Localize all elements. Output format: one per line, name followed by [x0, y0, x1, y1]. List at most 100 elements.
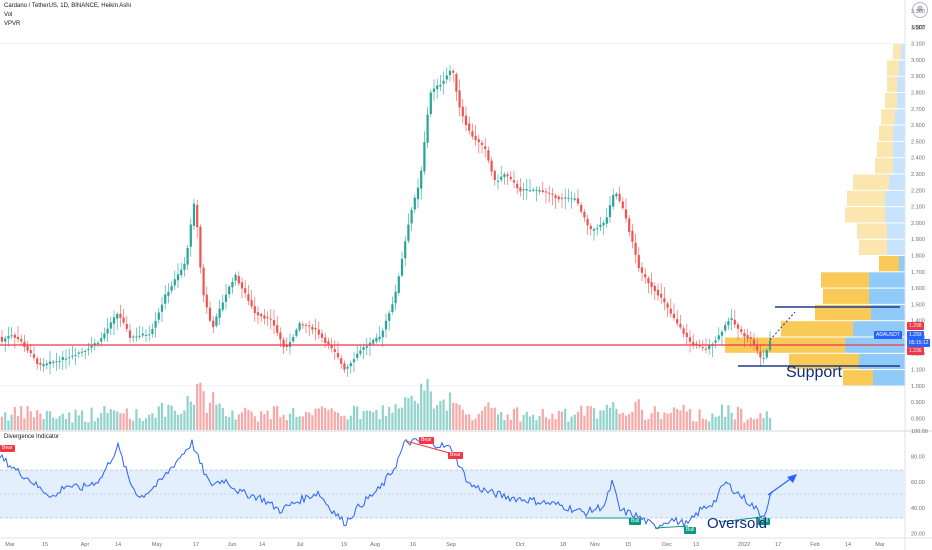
candle-body	[116, 313, 119, 319]
candle-body	[42, 364, 45, 367]
oscillator-title: Divergence Indicator	[4, 434, 60, 440]
candle-body	[692, 341, 695, 345]
price-tick-label: 1.100	[911, 368, 925, 374]
candle-body	[618, 193, 621, 201]
vpvr-bar-sell	[885, 190, 905, 207]
candle-body	[535, 189, 538, 191]
support-annotation[interactable]: Support	[786, 364, 843, 381]
price-tick-label: 2.500	[911, 139, 925, 145]
volume-bar	[247, 409, 250, 430]
volume-bar	[551, 413, 554, 430]
volume-bar	[698, 409, 701, 430]
candle-body	[493, 171, 496, 180]
volume-bar	[404, 397, 407, 430]
volume-bar	[196, 383, 199, 430]
volume-bar	[528, 416, 532, 430]
price-tick-label: 1.400	[911, 319, 925, 325]
volume-bar	[183, 410, 186, 430]
time-tick-label: Sep	[446, 542, 456, 548]
vpvr-bar-buy	[875, 158, 893, 174]
volume-bar	[295, 416, 298, 430]
volume-bar	[749, 417, 752, 430]
volume-bar	[410, 395, 413, 430]
candle-body	[4, 338, 7, 342]
vpvr-bar-sell	[897, 93, 905, 109]
settings-icon[interactable]: ⚙	[912, 2, 928, 18]
volume-bar	[224, 416, 228, 430]
candle-body	[362, 347, 365, 350]
volume-bar	[743, 422, 746, 430]
volume-bar	[557, 410, 560, 430]
candle-body	[196, 204, 199, 228]
candle-body	[100, 338, 103, 342]
time-axis[interactable]: Mar 15 Apr 14 May 17 Jun 14 Jul 19 Aug 16 Sep Oct 18 No…	[5, 542, 885, 548]
oversold-annotation[interactable]: Oversold	[707, 515, 768, 532]
candle-body	[20, 338, 23, 342]
vpvr-bar-buy	[887, 60, 899, 76]
volume-bar	[420, 383, 423, 430]
volume-bar	[16, 415, 20, 430]
volume-bar	[362, 411, 365, 430]
candle-body	[708, 344, 711, 350]
volume-bar	[439, 400, 442, 430]
volume-bar	[589, 406, 592, 430]
volume-bar	[42, 419, 45, 430]
volume-bar	[759, 413, 762, 430]
volume-bar	[736, 406, 740, 430]
candle-body	[378, 336, 381, 340]
volume-bar	[346, 419, 349, 430]
vpvr-bar-buy	[893, 44, 901, 60]
price-badge-current: 1.293	[907, 331, 924, 339]
volume-bar	[192, 404, 196, 430]
volume-bar	[317, 408, 320, 430]
candle-body	[160, 304, 164, 312]
candle-body	[733, 319, 736, 325]
candle-body	[208, 307, 212, 321]
candle-body	[349, 363, 352, 367]
candle-body	[548, 192, 551, 194]
volume-bar	[688, 408, 692, 430]
candle-body	[292, 337, 295, 342]
volume-bar	[596, 418, 599, 430]
price-tick-label: 2.700	[911, 107, 925, 113]
candle-body	[704, 348, 708, 350]
candle-body	[743, 332, 746, 337]
currency-label: USDT	[912, 25, 926, 31]
candle-body	[509, 176, 512, 180]
bull-signal-2: Bull	[684, 527, 697, 534]
candle-body	[676, 319, 679, 324]
candle-body	[320, 333, 324, 338]
volume-bar	[250, 411, 253, 430]
candle-body	[436, 85, 439, 90]
candle-body	[84, 351, 87, 353]
volume-bar	[708, 421, 711, 430]
volume-bar	[324, 407, 327, 430]
volume-bar	[237, 414, 240, 430]
bull-signal-3: Bull	[758, 518, 771, 525]
volume-bar	[164, 416, 167, 430]
time-tick-label: 15	[42, 542, 48, 548]
volume-bar	[288, 413, 292, 430]
time-tick-label: 13	[693, 542, 699, 548]
osc-tick-label: 80.00	[911, 455, 925, 461]
candle-body	[570, 198, 573, 200]
volume-bar	[496, 414, 500, 430]
volume-bar	[576, 411, 580, 430]
main-pane-grid	[0, 43, 905, 387]
volume-bar	[711, 413, 714, 430]
vpvr-bar-sell	[893, 158, 905, 174]
candle-body	[496, 180, 500, 182]
candle-body	[608, 205, 612, 218]
price-axis[interactable]: 3.3003.2003.1003.0002.9002.8002.7002.600…	[911, 9, 925, 423]
candle-body	[432, 88, 436, 92]
candle-body	[404, 241, 407, 259]
volume-bar	[471, 420, 474, 430]
candle-body	[356, 353, 359, 358]
volume-bar	[570, 416, 573, 430]
volume-bar	[61, 413, 64, 430]
oscillator-axis[interactable]: 100.00 80.00 60.00 40.00 20.00	[911, 429, 928, 537]
volume-bar	[352, 405, 356, 430]
volume-bar	[717, 415, 720, 430]
candle-body	[452, 70, 455, 73]
